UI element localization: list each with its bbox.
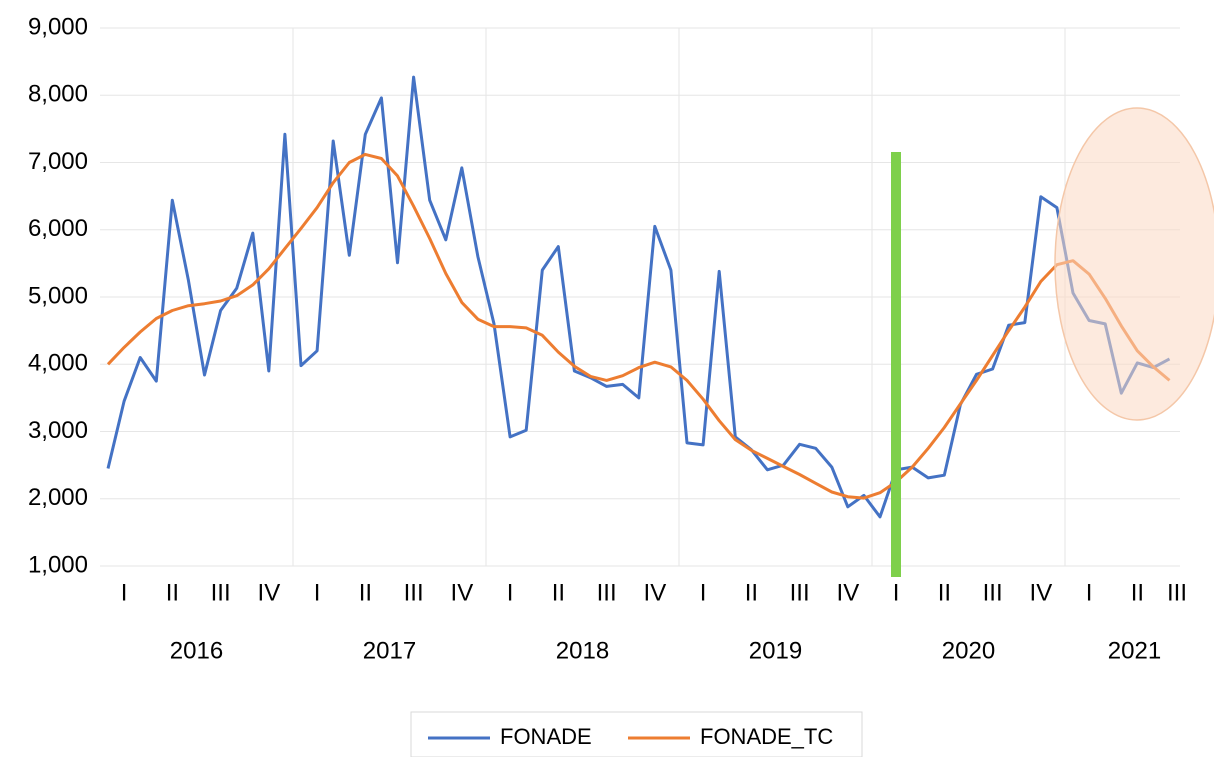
series-line (106, 75, 1171, 519)
x-tick-label: III (790, 579, 810, 606)
series-line (106, 152, 1171, 500)
x-tick-label: II (1131, 579, 1144, 606)
legend (410, 711, 863, 757)
x-group-label: 2021 (1108, 637, 1161, 664)
y-tick-label: 5,000 (28, 282, 88, 309)
x-group-label: 2018 (556, 637, 609, 664)
x-group-label: 2020 (942, 637, 995, 664)
x-tick-label: II (938, 579, 951, 606)
y-tick-label: 9,000 (28, 13, 88, 40)
x-tick-label: I (893, 579, 900, 606)
x-group-label: 2016 (170, 637, 223, 664)
highlight-ellipse (1054, 107, 1214, 421)
x-tick-label: IV (644, 579, 667, 606)
x-tick-label: II (166, 579, 179, 606)
y-tick-label: 4,000 (28, 350, 88, 377)
x-tick-label: III (211, 579, 231, 606)
x-tick-label: IV (1030, 579, 1053, 606)
x-tick-label: II (745, 579, 758, 606)
y-tick-label: 8,000 (28, 81, 88, 108)
y-tick-label: 7,000 (28, 148, 88, 175)
x-tick-label: III (597, 579, 617, 606)
x-tick-label: IV (837, 579, 860, 606)
x-tick-label: I (700, 579, 707, 606)
y-tick-label: 2,000 (28, 484, 88, 511)
x-tick-label: II (359, 579, 372, 606)
x-group-label: 2019 (749, 637, 802, 664)
plot (106, 75, 1171, 519)
grid (100, 27, 1180, 567)
x-tick-label: I (507, 579, 514, 606)
y-tick-label: 3,000 (28, 417, 88, 444)
x-group-label: 2017 (363, 637, 416, 664)
x-tick-label: III (1167, 579, 1187, 606)
x-tick-label: III (983, 579, 1003, 606)
legend-label: FONADE_TC (700, 724, 833, 749)
x-tick-label: I (314, 579, 321, 606)
legend-items: FONADE FONADE_TC (428, 724, 833, 749)
y-tick-label: 6,000 (28, 215, 88, 242)
x-tick-label: IV (451, 579, 474, 606)
x-tick-label: IV (258, 579, 281, 606)
x-tick-label: III (404, 579, 424, 606)
y-tick-label: 1,000 (28, 551, 88, 578)
legend-label: FONADE (500, 724, 592, 749)
axis: 1,000 2,000 3,000 4,000 5,000 6,000 7,000 8,000… (28, 13, 1187, 664)
x-tick-label: I (1086, 579, 1093, 606)
x-tick-label: II (552, 579, 565, 606)
x-tick-label: I (121, 579, 128, 606)
marker-bar (891, 152, 901, 577)
